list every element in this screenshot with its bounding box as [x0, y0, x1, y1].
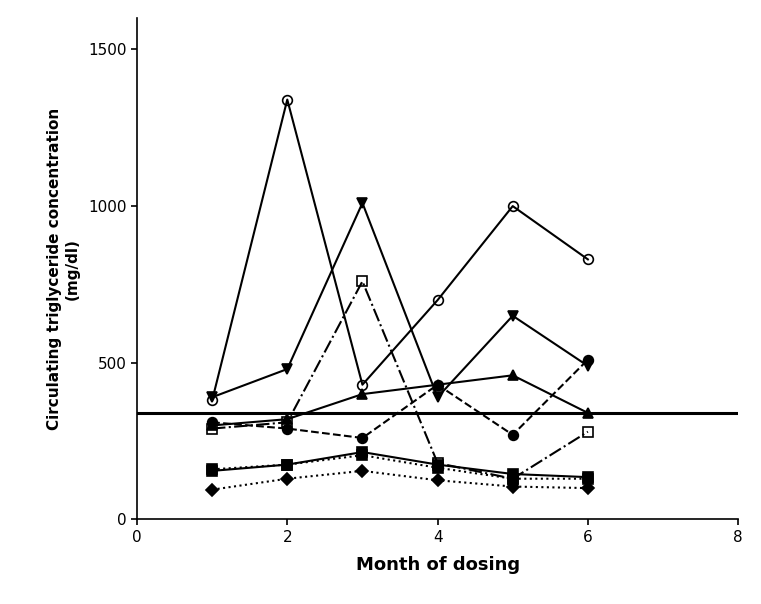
X-axis label: Month of dosing: Month of dosing	[355, 556, 520, 574]
Y-axis label: Circulating triglyceride concentration
(mg/dl): Circulating triglyceride concentration (…	[47, 108, 80, 430]
